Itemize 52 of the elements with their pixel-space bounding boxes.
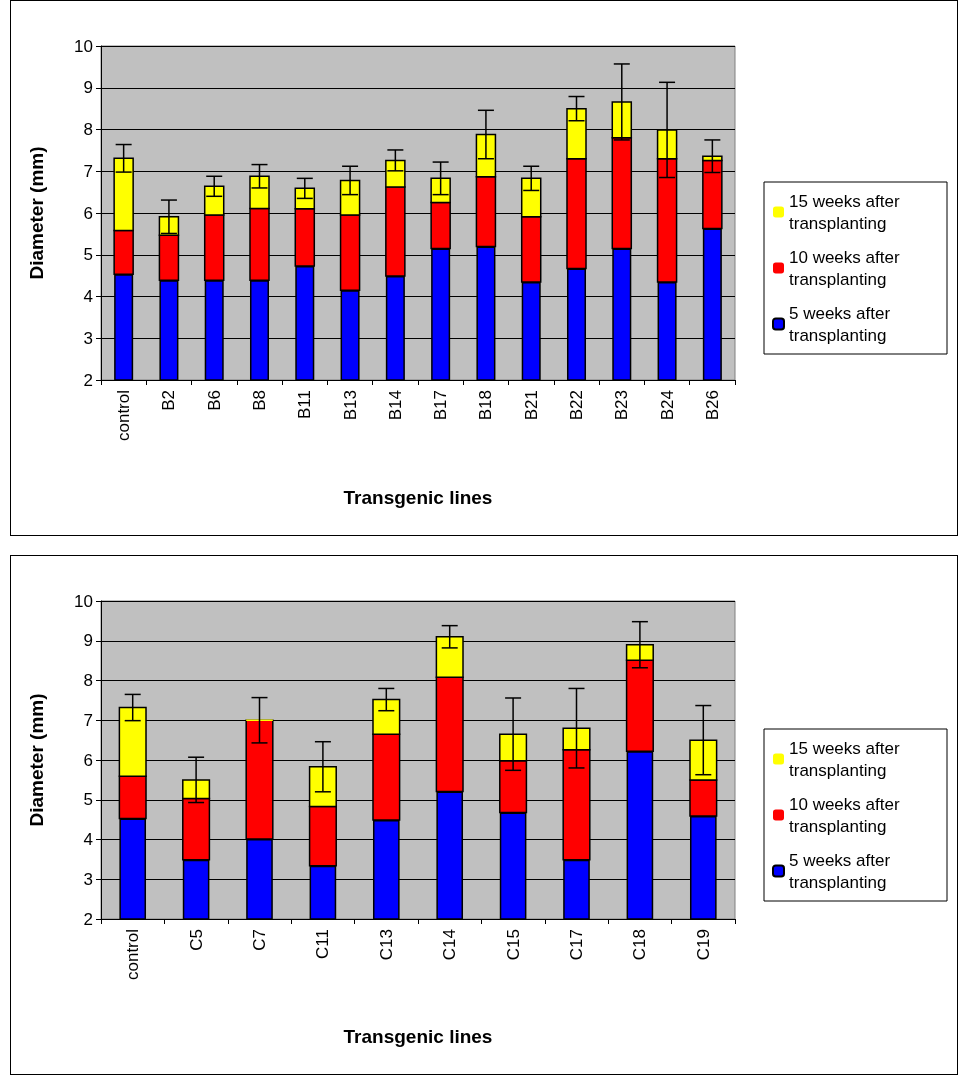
x-tick-label: B24 <box>657 390 677 421</box>
x-tick-label: B21 <box>521 390 541 421</box>
y-tick-label: 2 <box>83 909 93 929</box>
x-tick-label: B13 <box>340 390 360 421</box>
x-tick-label: B18 <box>476 390 496 421</box>
x-tick-label: C15 <box>503 929 523 961</box>
x-tick-label: B23 <box>612 390 632 421</box>
y-tick-label: 7 <box>83 161 93 181</box>
x-tick-label: B26 <box>702 390 722 421</box>
x-tick-label: C7 <box>250 929 269 951</box>
y-tick-label: 2 <box>83 370 93 390</box>
x-tick-label: C17 <box>567 929 586 961</box>
legend-label: 15 weeks after transplanting <box>789 738 905 780</box>
legend-label: 5 weeks after transplanting <box>789 850 895 892</box>
y-tick-label: 8 <box>83 671 93 690</box>
x-tick-label: B8 <box>250 390 269 411</box>
legend-label: 10 weeks after transplanting <box>789 794 905 836</box>
x-tick-label: B14 <box>385 390 405 421</box>
x-tick-label: B17 <box>431 390 451 421</box>
y-tick-label: 3 <box>83 869 93 889</box>
x-tick-label: control <box>114 390 134 442</box>
x-tick-label: B6 <box>204 390 224 411</box>
legend-label: 15 weeks after transplanting <box>789 191 905 233</box>
y-tick-label: 7 <box>83 710 93 730</box>
y-axis-title: Diameter (mm) <box>26 146 47 280</box>
y-tick-label: 9 <box>83 78 93 98</box>
x-axis-title: Transgenic lines <box>343 487 493 508</box>
y-tick-label: 6 <box>83 203 93 223</box>
y-tick-label: 4 <box>83 830 93 849</box>
x-tick-label: B22 <box>567 390 586 421</box>
x-tick-label: C13 <box>376 929 396 961</box>
y-tick-label: 3 <box>83 328 93 348</box>
x-tick-label: control <box>123 929 143 981</box>
y-tick-label: 5 <box>83 790 93 810</box>
x-tick-label: C11 <box>313 929 333 959</box>
y-tick-label: 10 <box>74 36 93 56</box>
x-tick-label: C14 <box>440 929 460 961</box>
legend-label: 10 weeks after transplanting <box>789 247 905 289</box>
y-tick-label: 10 <box>74 591 93 611</box>
legend-label: 5 weeks after transplanting <box>789 303 895 345</box>
y-axis-title: Diameter (mm) <box>26 693 47 827</box>
y-tick-label: 5 <box>83 245 93 265</box>
y-tick-label: 8 <box>83 120 93 139</box>
x-tick-label: B2 <box>159 390 179 411</box>
y-tick-label: 9 <box>83 631 93 651</box>
y-tick-label: 6 <box>83 750 93 770</box>
x-axis-title: Transgenic lines <box>343 1026 493 1047</box>
x-tick-label: C19 <box>693 929 713 961</box>
x-tick-label: C18 <box>630 929 650 961</box>
x-tick-label: C5 <box>186 929 206 951</box>
x-tick-label: B11 <box>295 390 315 419</box>
y-tick-label: 4 <box>83 287 93 306</box>
